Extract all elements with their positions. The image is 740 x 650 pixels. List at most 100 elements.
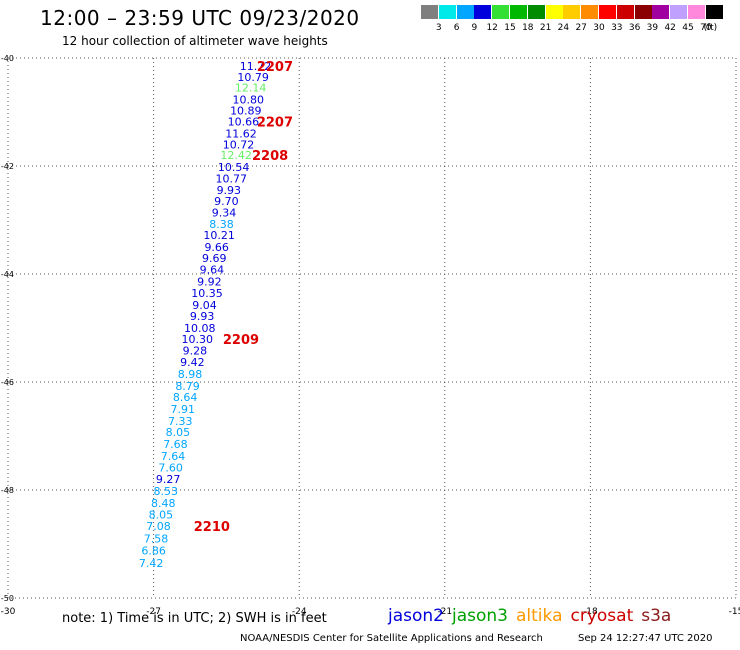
chart-subtitle: 12 hour collection of altimeter wave hei… [62,34,328,48]
legend-swatch [527,5,545,19]
legend-swatch [616,5,634,19]
legend-swatch [563,5,581,19]
legend-label: 21 [539,23,552,33]
legend-label: 12 [486,23,498,33]
wave-height-value: 12.14 [235,82,267,95]
mission-legend: jason2 jason3 altika cryosat s3a [388,606,679,626]
wave-height-value: 7.68 [163,438,188,451]
wave-height-value: 8.64 [173,391,198,404]
generated-timestamp: Sep 24 12:27:47 UTC 2020 [578,633,713,644]
legend-swatch [456,5,474,19]
wave-height-value: 7.08 [146,520,171,533]
wave-height-value: 9.64 [200,264,225,277]
wave-height-value: 11.72 [240,60,272,73]
legend-swatch [581,5,599,19]
wave-height-value: 9.92 [197,276,222,289]
legend-swatch [652,5,670,19]
wave-height-value: 10.35 [191,287,223,300]
wave-height-value: 8.79 [175,380,200,393]
wave-height-value: 8.05 [166,426,191,439]
wave-height-value: 8.48 [151,497,176,510]
mission-jason2: jason2 [388,606,444,626]
legend-swatch [510,5,527,19]
wave-height-value: 9.04 [192,299,217,312]
y-tick-label: -48 [1,486,14,495]
x-tick-label: -24 [292,607,307,617]
wave-height-value: 6.86 [141,544,166,557]
wave-height-value: 9.93 [190,310,215,323]
legend-label: 18 [522,23,534,33]
x-tick-label: -15 [729,607,740,617]
mission-s3a: s3a [641,606,672,626]
x-tick-label: -27 [146,607,161,617]
wave-height-value: 11.62 [225,128,257,141]
wave-height-value: 10.30 [182,333,214,346]
legend-swatch [599,5,616,19]
wave-height-value: 7.33 [168,415,193,428]
legend-swatch [545,5,563,19]
x-tick-label: -30 [1,607,16,617]
legend-label: 42 [664,23,676,33]
wave-height-value: 10.72 [223,138,255,151]
legend-label: 36 [628,23,641,33]
wave-height-value: 9.27 [156,473,181,486]
chart-title: 12:00 – 23:59 UTC 09/23/2020 [40,6,360,30]
wave-height-value: 10.21 [203,229,235,242]
wave-height-value: 9.42 [180,356,205,369]
credit-line: NOAA/NESDIS Center for Satellite Applica… [240,633,543,644]
wave-height-value: 10.89 [230,104,262,117]
legend-swatch [670,5,688,19]
legend-label: 15 [504,23,516,33]
mission-jason3: jason3 [452,606,508,626]
mission-cryosat: cryosat [570,606,634,626]
legend-label: 24 [557,23,570,33]
x-tick-label: -21 [437,607,452,617]
legend-label: 3 [435,23,442,33]
time-label: 2209 [223,333,259,348]
wave-height-value: 10.77 [216,172,248,185]
legend-label: 45 [682,23,694,33]
wave-height-value: 7.58 [144,533,169,546]
wave-height-value: 12.42 [220,149,252,162]
x-tick-label: -18 [583,607,598,617]
wave-height-value: 9.28 [183,345,208,358]
wave-height-value: 7.60 [158,461,183,474]
legend-swatch [438,5,456,19]
wave-height-value: 7.91 [170,403,195,416]
wave-height-value: 10.80 [232,94,264,107]
wave-height-value: 8.53 [153,485,178,498]
wave-height-value: 7.64 [161,450,186,463]
time-label: 2210 [194,520,230,535]
plot-frame [7,57,737,599]
legend-swatch [474,5,492,19]
legend-label: 39 [646,23,659,33]
wave-height-value: 10.79 [237,71,269,84]
mission-altika: altika [516,606,563,626]
y-tick-label: -44 [1,270,14,279]
legend-label: 33 [611,23,623,33]
footnote: note: 1) Time is in UTC; 2) SWH is in fe… [62,611,327,626]
wave-height-value: 10.54 [218,161,250,174]
wave-height-value: 8.38 [209,218,234,231]
legend-swatch [688,5,705,19]
time-label: 2207 [257,60,293,75]
wave-height-value: 8.98 [178,368,203,381]
wave-height-value: 8.05 [149,508,174,521]
legend-label: 70 [700,23,712,33]
wave-height-value: 7.42 [139,557,164,570]
legend-label: 6 [453,23,460,33]
legend-unit: (ft) [703,23,718,33]
wave-height-value: 9.70 [214,195,239,208]
y-tick-label: -50 [1,594,14,603]
legend-label: 9 [471,23,478,33]
legend-label: 27 [575,23,587,33]
y-tick-label: -40 [1,54,14,63]
y-tick-label: -46 [1,378,14,387]
y-tick-label: -42 [1,162,14,171]
wave-height-value: 9.93 [217,184,242,197]
time-label: 2208 [252,149,288,164]
legend-label: 30 [593,23,605,33]
wave-height-value: 10.08 [184,322,216,335]
legend-swatch [705,5,723,19]
